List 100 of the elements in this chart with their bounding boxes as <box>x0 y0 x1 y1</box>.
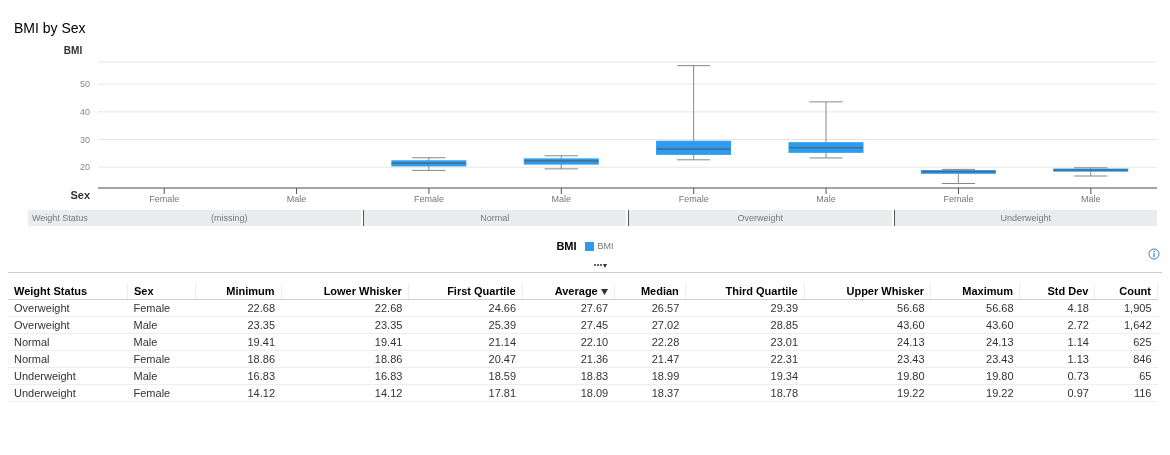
x-tick-label: Female <box>943 194 974 205</box>
text: 21.14 <box>408 333 523 351</box>
text: 1.14 <box>1019 333 1095 351</box>
y-tick-label: 50 <box>79 79 90 90</box>
text: 1,642 <box>1094 316 1158 334</box>
x-axis-title: Sex <box>70 188 91 201</box>
y-axis-title: BMI <box>63 45 83 56</box>
text: 19.80 <box>804 367 931 385</box>
text: Underweight <box>8 367 128 385</box>
category-label: Std Dev <box>1019 283 1095 300</box>
text: Female <box>127 299 196 317</box>
text: 27.67 <box>522 299 615 317</box>
text: Male <box>127 367 196 385</box>
category-label: Median <box>614 283 686 300</box>
text: 23.35 <box>281 316 409 334</box>
category-label: Count <box>1094 283 1158 300</box>
text: 4.18 <box>1019 299 1095 317</box>
text: 14.12 <box>195 384 282 402</box>
y-tick-label: 40 <box>79 107 90 118</box>
text: 28.85 <box>685 316 805 334</box>
text: 0.73 <box>1019 367 1095 385</box>
category-label: Third Quartile <box>685 283 805 300</box>
text: 16.83 <box>195 367 282 385</box>
text: 14.12 <box>281 384 409 402</box>
text: 18.37 <box>614 384 686 402</box>
text: 19.41 <box>195 333 282 351</box>
text: 24.13 <box>930 333 1020 351</box>
text: 18.78 <box>685 384 805 402</box>
text: 43.60 <box>930 316 1020 334</box>
text: Underweight <box>8 384 128 402</box>
text: 27.02 <box>614 316 686 334</box>
category-label: Lower Whisker <box>281 283 409 300</box>
chart-title: BMI by Sex <box>13 19 87 38</box>
text: Overweight <box>628 210 892 226</box>
text: 22.28 <box>614 333 686 351</box>
category-label: Average <box>522 283 615 300</box>
x-tick-label: Female <box>149 194 180 205</box>
legend-title: BMI <box>556 240 577 252</box>
category-label: Weight Status <box>8 283 128 300</box>
text: 18.83 <box>522 367 615 385</box>
text: 27.45 <box>522 316 615 334</box>
text: 116 <box>1094 384 1158 402</box>
legend-label: BMI <box>596 241 614 251</box>
category-label: Maximum <box>930 283 1020 300</box>
category-label: Minimum <box>195 283 282 300</box>
y-tick-label: 20 <box>79 162 90 173</box>
text: 18.86 <box>195 350 282 368</box>
text: 1,905 <box>1094 299 1158 317</box>
text: 25.39 <box>408 316 523 334</box>
text: Female <box>127 384 196 402</box>
x-tick-label: Male <box>286 194 307 205</box>
text: 18.99 <box>614 367 686 385</box>
text: 24.66 <box>408 299 523 317</box>
text: 22.68 <box>195 299 282 317</box>
text: Underweight <box>893 210 1157 226</box>
text: 23.43 <box>804 350 931 368</box>
text: 846 <box>1094 350 1158 368</box>
x-tick-label: Female <box>678 194 709 205</box>
text: 19.80 <box>930 367 1020 385</box>
text: (missing) <box>98 210 361 226</box>
text: Normal <box>8 350 128 368</box>
text: 21.36 <box>522 350 615 368</box>
text: 21.47 <box>614 350 686 368</box>
text: 43.60 <box>804 316 931 334</box>
text: 18.86 <box>281 350 409 368</box>
text: 29.39 <box>685 299 805 317</box>
x-tick-label: Male <box>551 194 572 205</box>
category-label: First Quartile <box>408 283 523 300</box>
text: 23.01 <box>685 333 805 351</box>
x-tick-label: Female <box>413 194 444 205</box>
text: 625 <box>1094 333 1158 351</box>
text: Male <box>127 316 196 334</box>
text: 18.59 <box>408 367 523 385</box>
text: 19.34 <box>685 367 805 385</box>
text: Normal <box>8 333 128 351</box>
y-tick-label: 30 <box>79 134 90 145</box>
text: Normal <box>362 210 626 226</box>
text: 56.68 <box>804 299 931 317</box>
text: Overweight <box>8 316 128 334</box>
text: Overweight <box>8 299 128 317</box>
text: 18.09 <box>522 384 615 402</box>
text: 1.13 <box>1019 350 1095 368</box>
text: 16.83 <box>281 367 409 385</box>
text: 23.35 <box>195 316 282 334</box>
text: 19.41 <box>281 333 409 351</box>
text: 19.22 <box>804 384 931 402</box>
text: 2.72 <box>1019 316 1095 334</box>
category-label: Upper Whisker <box>804 283 931 300</box>
text: 20.47 <box>408 350 523 368</box>
text: Weight Status <box>28 210 98 226</box>
text: 23.43 <box>930 350 1020 368</box>
text: 65 <box>1094 367 1158 385</box>
text: 26.57 <box>614 299 686 317</box>
text: 24.13 <box>804 333 931 351</box>
text: 0.97 <box>1019 384 1095 402</box>
text: 22.68 <box>281 299 409 317</box>
text: 56.68 <box>930 299 1020 317</box>
text: 19.22 <box>930 384 1020 402</box>
category-label: Sex <box>127 283 196 300</box>
x-tick-label: Male <box>816 194 836 205</box>
